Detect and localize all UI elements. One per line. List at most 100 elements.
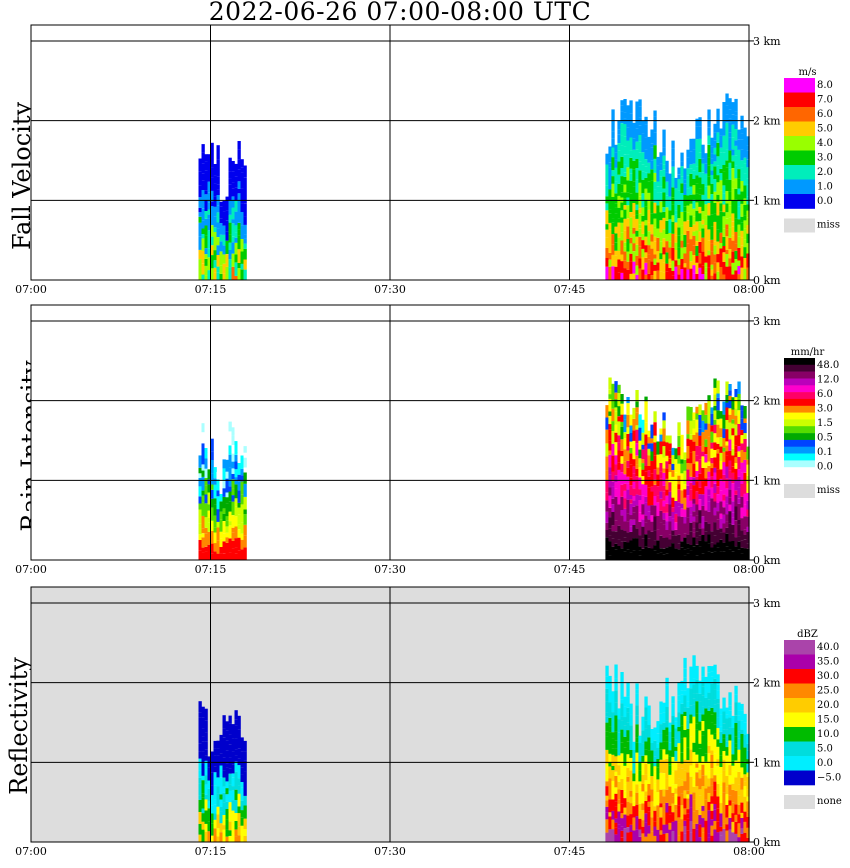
echo-cell	[734, 188, 738, 200]
echo-cell	[701, 721, 705, 731]
legend-label: 0.0	[817, 462, 833, 473]
echo-cell	[620, 192, 624, 198]
echo-cell	[677, 204, 681, 219]
echo-cell	[620, 789, 624, 804]
echo-cell	[204, 799, 208, 811]
echo-cell	[722, 451, 726, 463]
echo-cell	[635, 476, 639, 483]
echo-cell	[716, 547, 720, 560]
echo-cell	[743, 228, 747, 240]
echo-cell	[201, 502, 205, 516]
echo-cell	[638, 735, 642, 743]
echo-cell	[647, 801, 651, 807]
echo-cell	[662, 446, 666, 458]
echo-cell	[662, 500, 666, 507]
echo-cell	[638, 252, 642, 259]
echo-cell	[620, 145, 624, 157]
echo-cell	[704, 510, 708, 522]
echo-cell	[234, 433, 238, 442]
echo-cell	[647, 437, 651, 444]
echo-cell	[219, 807, 223, 812]
echo-cell	[644, 225, 648, 237]
echo-cell	[716, 424, 720, 438]
echo-cell	[716, 108, 720, 120]
echo-cell	[213, 164, 217, 176]
echo-cell	[677, 805, 681, 818]
echo-cell	[710, 214, 714, 227]
echo-cell	[719, 135, 723, 148]
echo-cell	[201, 547, 205, 553]
echo-cell	[614, 464, 618, 476]
echo-cell	[701, 200, 705, 212]
echo-cell	[686, 480, 690, 486]
echo-cell	[210, 520, 214, 531]
echo-cell	[617, 462, 621, 470]
echo-cell	[725, 402, 729, 408]
echo-cell	[626, 532, 630, 543]
echo-cell	[611, 109, 615, 118]
echo-cell	[644, 177, 648, 189]
echo-cell	[731, 488, 735, 502]
echo-cell	[237, 249, 241, 263]
echo-cell	[647, 737, 651, 751]
echo-cell	[659, 807, 663, 818]
echo-cell	[219, 223, 223, 235]
echo-cell	[731, 444, 735, 449]
echo-cell	[219, 531, 223, 539]
echo-cell	[611, 431, 615, 444]
echo-cell	[731, 455, 735, 467]
echo-cell	[656, 529, 660, 541]
echo-cell	[216, 768, 220, 778]
legend-swatch	[784, 467, 815, 475]
echo-cell	[653, 750, 657, 757]
echo-cell	[677, 506, 681, 517]
echo-cell	[725, 203, 729, 213]
echo-cell	[653, 484, 657, 496]
echo-cell	[713, 191, 717, 203]
echo-cell	[653, 545, 657, 551]
echo-cell	[728, 754, 732, 766]
echo-cell	[689, 268, 693, 280]
echo-cell	[695, 175, 699, 184]
echo-cell	[620, 761, 624, 769]
echo-cell	[653, 469, 657, 480]
echo-cell	[222, 468, 226, 480]
echo-cell	[695, 713, 699, 724]
echo-cell	[204, 235, 208, 249]
echo-cell	[677, 767, 681, 779]
echo-cell	[707, 678, 711, 689]
echo-cell	[743, 504, 747, 517]
echo-cell	[716, 751, 720, 760]
echo-cell	[725, 817, 729, 825]
echo-cell	[671, 715, 675, 721]
echo-cell	[731, 789, 735, 803]
echo-cell	[623, 725, 627, 737]
echo-cell	[713, 829, 717, 834]
echo-cell	[216, 786, 220, 794]
echo-cell	[674, 804, 678, 810]
echo-cell	[680, 680, 684, 691]
echo-cell	[231, 196, 235, 208]
echo-cell	[704, 720, 708, 730]
echo-cell	[743, 258, 747, 269]
echo-cell	[665, 181, 669, 196]
echo-cell	[698, 435, 702, 447]
echo-cell	[707, 176, 711, 186]
echo-cell	[662, 485, 666, 492]
echo-cell	[647, 136, 651, 150]
echo-cell	[213, 551, 217, 560]
echo-cell	[656, 733, 660, 744]
echo-cell	[629, 552, 633, 560]
echo-cell	[731, 419, 735, 424]
echo-cell	[623, 707, 627, 718]
echo-cell	[653, 202, 657, 214]
echo-cell	[677, 750, 681, 762]
echo-cell	[695, 799, 699, 810]
echo-cell	[680, 768, 684, 780]
echo-cell	[701, 273, 705, 280]
legend-label: 0.1	[817, 447, 833, 458]
echo-cell	[644, 755, 648, 764]
echo-cell	[692, 235, 696, 246]
echo-cell	[213, 227, 217, 232]
echo-cell	[644, 457, 648, 466]
